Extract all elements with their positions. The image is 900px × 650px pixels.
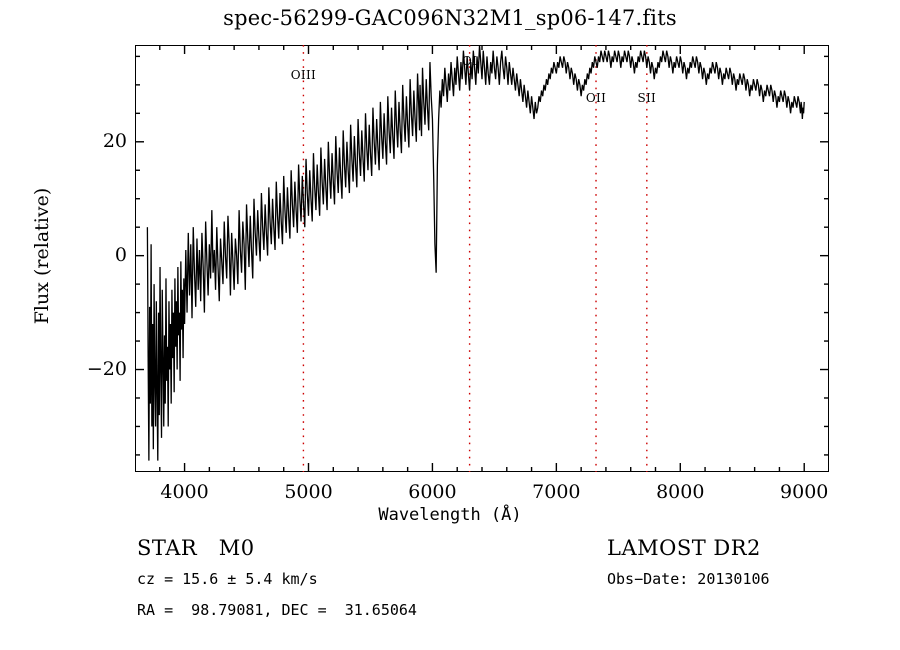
x-tick-label: 7000: [532, 481, 581, 503]
spectrum-canvas: [135, 45, 829, 472]
obs-date: Obs−Date: 20130106: [607, 570, 770, 588]
redshift-value: cz = 15.6 ± 5.4 km/s: [137, 570, 318, 588]
x-axis-title: Wavelength (Å): [378, 505, 522, 525]
x-tick-label: 6000: [408, 481, 457, 503]
y-tick-label: −20: [86, 357, 127, 380]
x-tick-label: 5000: [284, 481, 333, 503]
object-class: STAR M0: [137, 536, 255, 560]
y-tick-label: 20: [102, 129, 127, 152]
page-title: spec-56299-GAC096N32M1_sp06-147.fits: [223, 6, 677, 30]
survey-name: LAMOST DR2: [607, 536, 761, 560]
line-label-oi: OI: [462, 54, 478, 68]
x-tick-label: 9000: [780, 481, 829, 503]
line-label-oiii: OIII: [290, 68, 317, 82]
line-label-oii: OII: [585, 91, 607, 105]
coordinates-value: RA = 98.79081, DEC = 31.65064: [137, 601, 417, 619]
y-axis-title: Flux (relative): [31, 187, 53, 325]
line-label-sii: SII: [637, 91, 657, 105]
x-tick-label: 8000: [656, 481, 705, 503]
x-tick-label: 4000: [160, 481, 209, 503]
y-tick-label: 0: [114, 243, 127, 266]
